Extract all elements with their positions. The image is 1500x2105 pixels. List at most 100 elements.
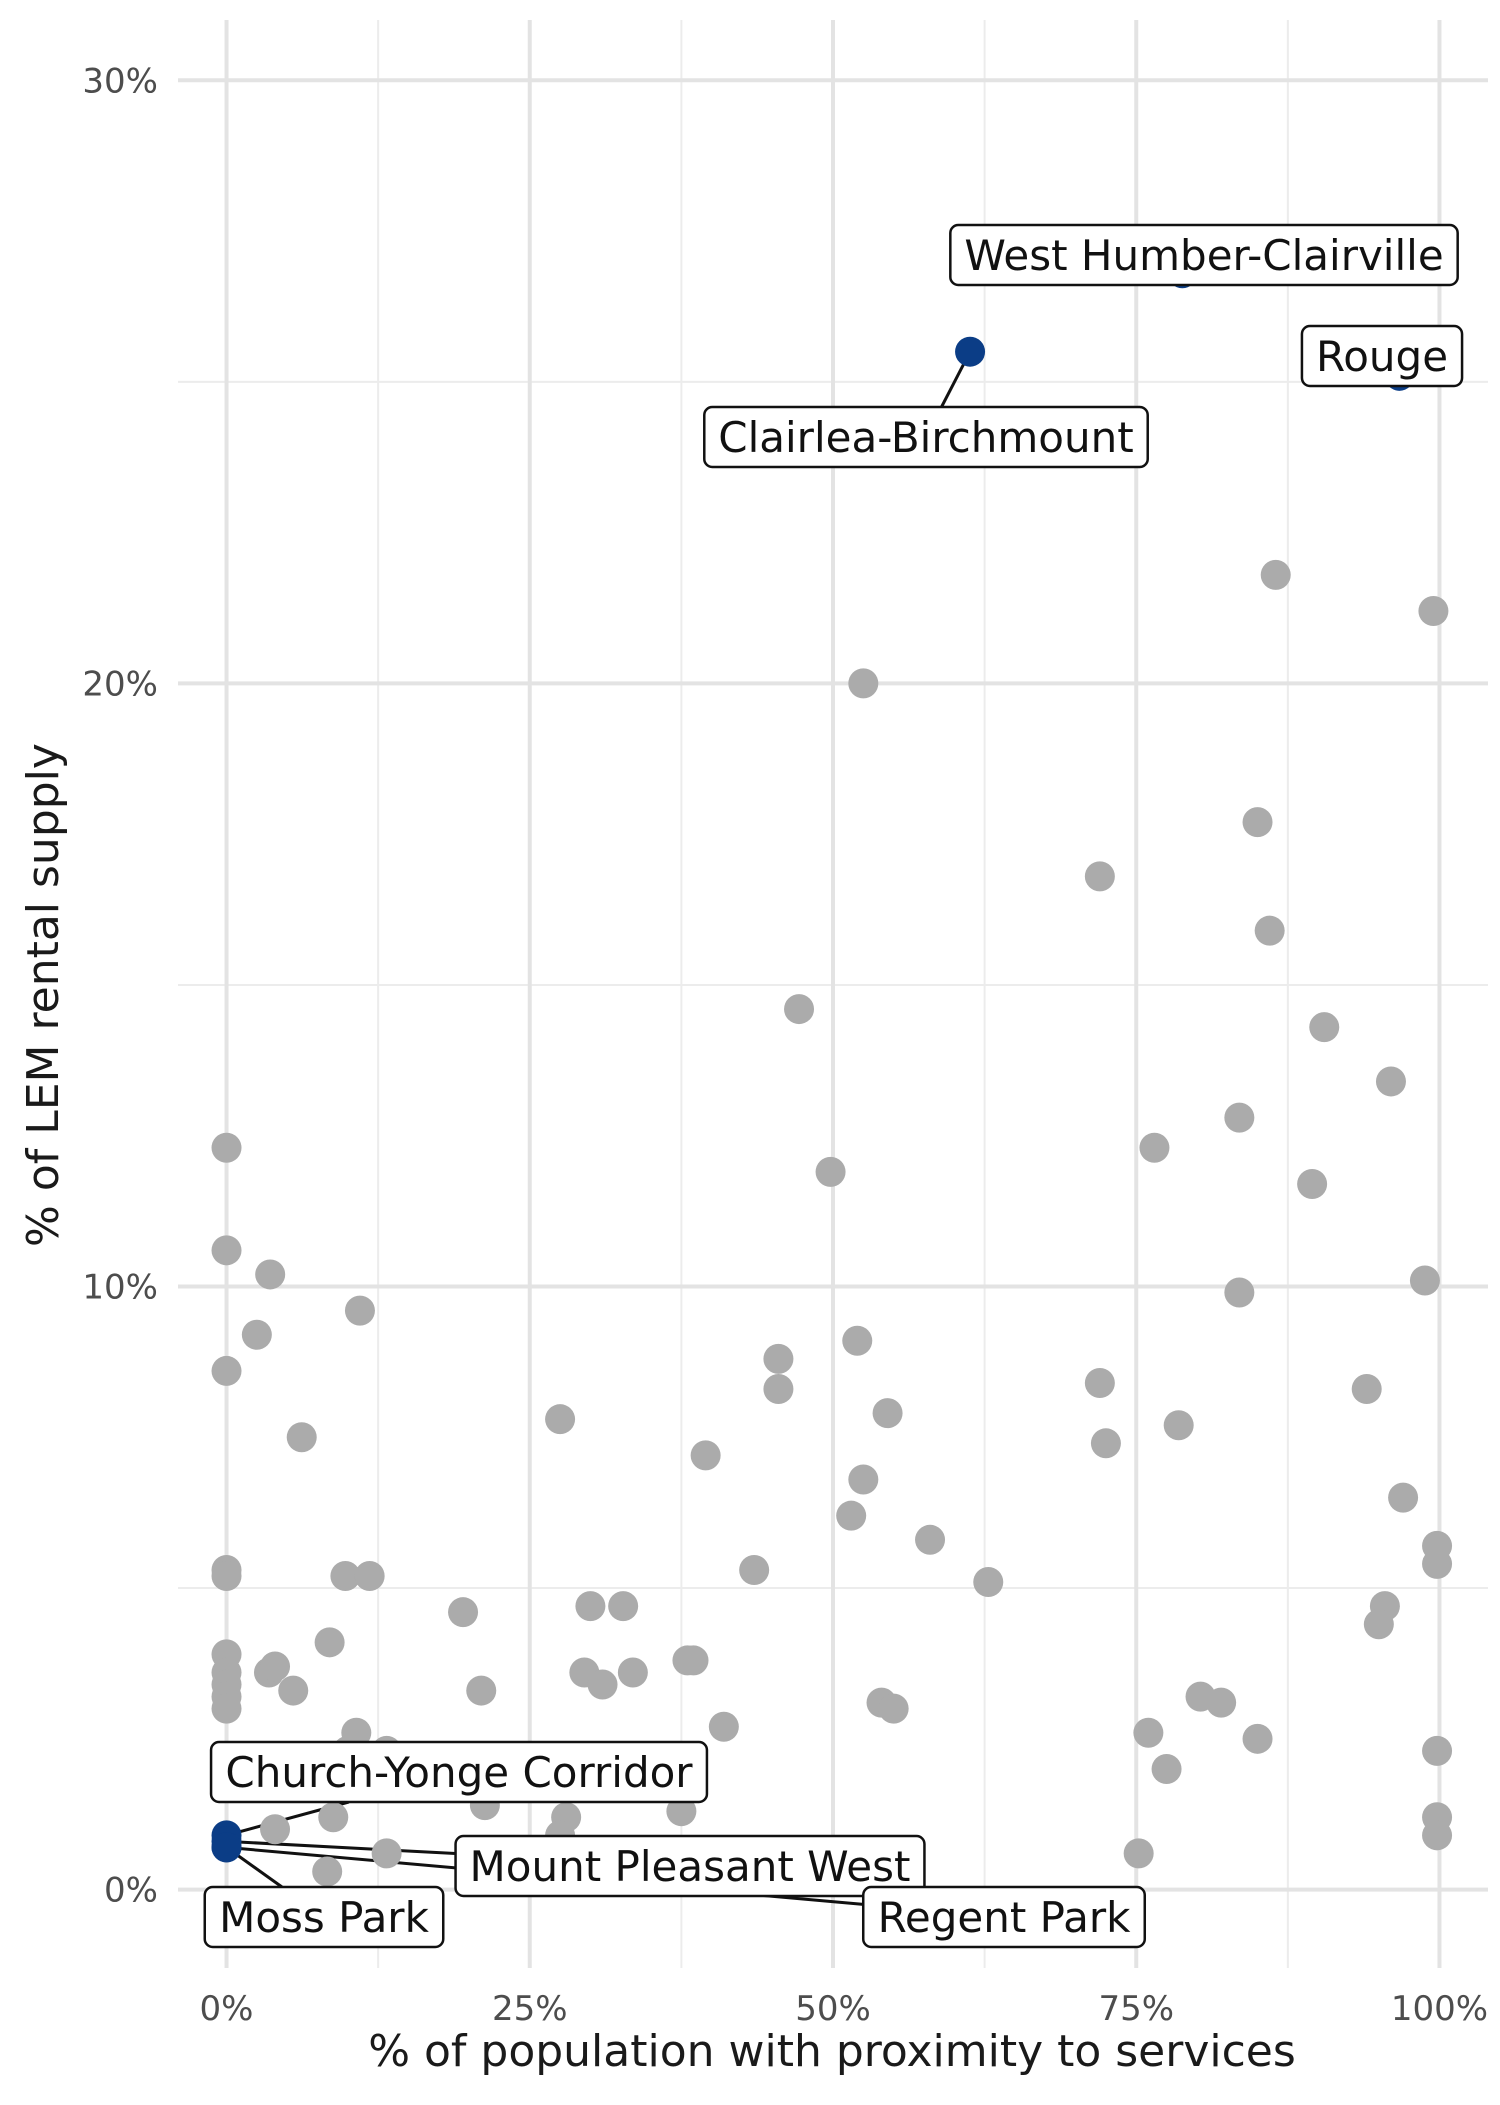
callout-labels: West Humber-Clairville Rouge Clairlea-Birc… — [203, 223, 1464, 1949]
data-point — [278, 1675, 309, 1706]
callout-label: West Humber-Clairville — [949, 223, 1459, 287]
data-point — [1133, 1717, 1164, 1748]
y-tick-label: 0% — [104, 1871, 158, 1911]
data-point — [1123, 1838, 1154, 1869]
x-tick-label: 75% — [1098, 1989, 1174, 2029]
data-point — [1254, 915, 1285, 946]
data-point — [260, 1651, 291, 1682]
data-point — [312, 1856, 343, 1887]
data-point — [545, 1404, 576, 1435]
data-point — [1351, 1374, 1382, 1405]
data-point — [260, 1814, 291, 1845]
tick-labels: 0% 25% 50% 75% 100% 0% 10% 20% 30% — [82, 61, 1488, 2029]
callout-label: Rouge — [1300, 324, 1464, 388]
data-point — [1422, 1735, 1453, 1766]
data-point — [1418, 596, 1449, 627]
data-point — [575, 1591, 606, 1622]
data-point — [330, 1560, 361, 1591]
data-point — [1309, 1012, 1340, 1043]
x-tick-label: 50% — [795, 1989, 871, 2029]
data-point — [1084, 1367, 1115, 1398]
callout-box — [949, 223, 1459, 287]
callout-text: Moss Park — [219, 1893, 429, 1942]
callout-text: Church-Yonge Corridor — [225, 1748, 693, 1797]
x-tick-label: 100% — [1391, 1989, 1488, 2029]
data-point — [666, 1796, 697, 1827]
callout-box — [703, 405, 1149, 469]
callout-text: Rouge — [1316, 332, 1448, 381]
data-point — [587, 1669, 618, 1700]
data-point — [344, 1295, 375, 1326]
data-point — [448, 1597, 479, 1628]
data-point — [255, 1259, 286, 1290]
data-point — [842, 1325, 873, 1356]
data-point — [1242, 807, 1273, 838]
data-point — [848, 668, 879, 699]
x-tick-label: 0% — [200, 1989, 254, 2029]
data-point — [1409, 1265, 1440, 1296]
data-points — [211, 258, 1453, 1887]
data-point — [1224, 1102, 1255, 1133]
data-point — [617, 1657, 648, 1688]
leader-line — [226, 1839, 456, 1856]
data-point — [815, 1156, 846, 1187]
data-point — [211, 1693, 242, 1724]
data-point — [1139, 1132, 1170, 1163]
data-point — [318, 1802, 349, 1833]
data-point — [354, 1560, 385, 1591]
callout-text: Mount Pleasant West — [470, 1842, 911, 1891]
data-point — [1084, 861, 1115, 892]
highlighted-point — [955, 336, 986, 367]
data-point — [784, 994, 815, 1025]
data-point — [314, 1627, 345, 1658]
data-point — [915, 1524, 946, 1555]
data-point — [763, 1343, 794, 1374]
data-point — [211, 1355, 242, 1386]
data-point — [466, 1675, 497, 1706]
data-point — [1388, 1482, 1419, 1513]
data-point — [371, 1838, 402, 1869]
data-point — [241, 1319, 272, 1350]
data-point — [678, 1645, 709, 1676]
data-point — [872, 1398, 903, 1429]
data-point — [1151, 1753, 1182, 1784]
callout-text: West Humber-Clairville — [964, 231, 1443, 280]
y-tick-label: 30% — [82, 61, 158, 101]
data-point — [1260, 559, 1291, 590]
x-axis-title: % of population with proximity to servic… — [368, 2026, 1296, 2077]
y-tick-label: 10% — [82, 1268, 158, 1308]
data-point — [1090, 1428, 1121, 1459]
data-point — [1206, 1687, 1237, 1718]
callout-label: Moss Park — [203, 1885, 445, 1949]
y-tick-label: 20% — [82, 664, 158, 704]
data-point — [608, 1591, 639, 1622]
callout-text: Regent Park — [878, 1893, 1132, 1942]
callout-box — [203, 1885, 445, 1949]
data-point — [836, 1500, 867, 1531]
callout-label: Church-Yonge Corridor — [209, 1740, 709, 1804]
data-point — [1422, 1548, 1453, 1579]
highlighted-point — [211, 1832, 242, 1863]
data-point — [1375, 1066, 1406, 1097]
data-point — [1363, 1609, 1394, 1640]
data-point — [1297, 1168, 1328, 1199]
callout-box — [209, 1740, 709, 1804]
data-point — [1242, 1723, 1273, 1754]
callout-box — [861, 1885, 1147, 1949]
data-point — [286, 1422, 317, 1453]
data-point — [211, 1235, 242, 1266]
data-point — [878, 1693, 909, 1724]
callout-box — [1300, 324, 1464, 388]
data-point — [739, 1554, 770, 1585]
y-axis-title: % of LEM rental supply — [18, 743, 69, 1247]
data-point — [848, 1464, 879, 1495]
callout-box — [454, 1834, 926, 1898]
data-point — [690, 1440, 721, 1471]
data-point — [1163, 1410, 1194, 1441]
callout-label: Mount Pleasant West — [454, 1834, 926, 1898]
data-point — [708, 1711, 739, 1742]
data-point — [973, 1567, 1004, 1598]
data-point — [211, 1132, 242, 1163]
